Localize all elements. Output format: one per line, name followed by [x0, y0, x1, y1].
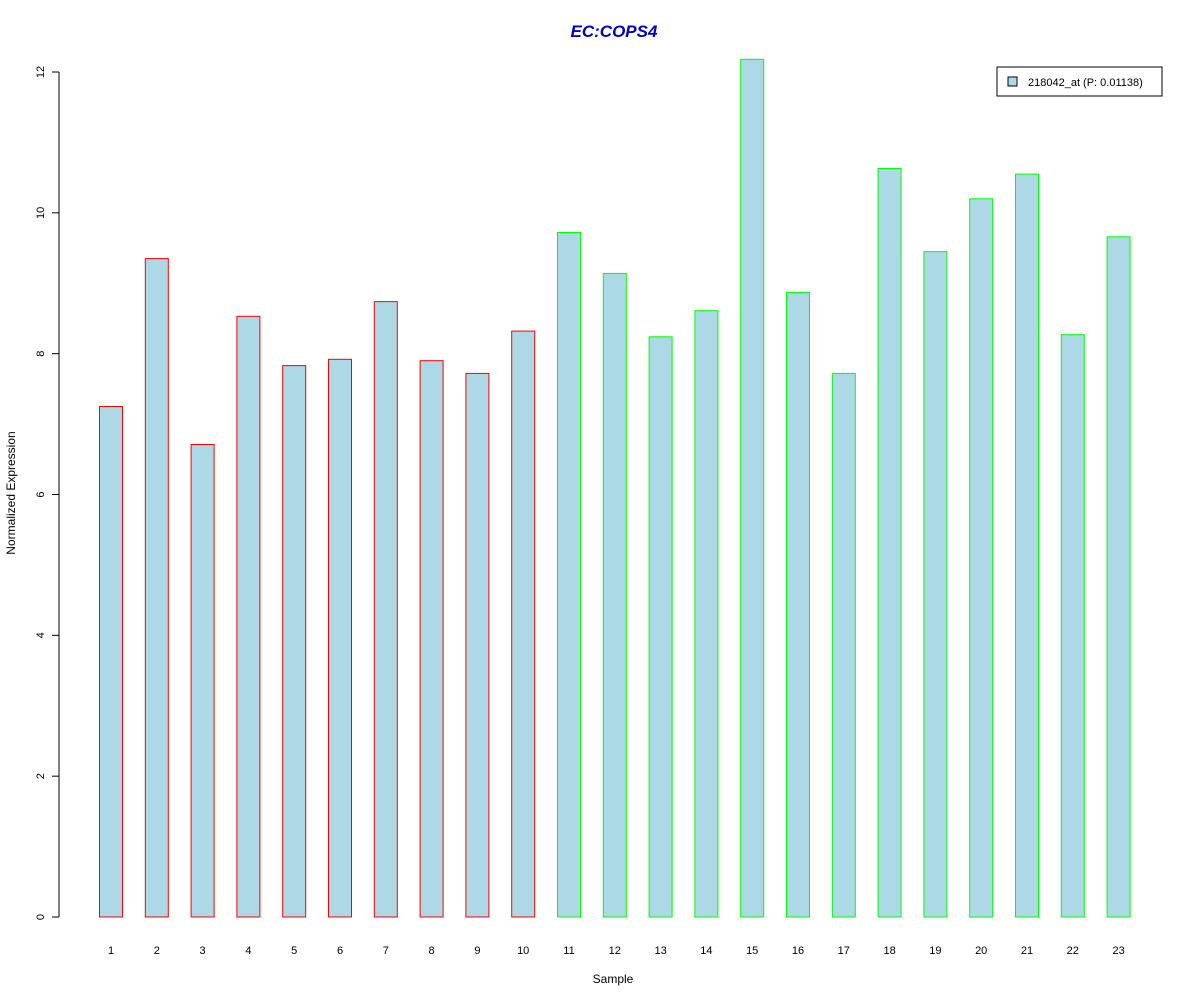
bar-sample-18: [877, 168, 902, 918]
bar-sample-7: [373, 301, 398, 918]
y-tick-label: 2: [35, 773, 47, 779]
x-tick-label: 15: [746, 945, 758, 957]
x-tick-label: 10: [517, 945, 529, 957]
bar-sample-14: [694, 310, 719, 918]
x-tick-label: 16: [792, 945, 804, 957]
bar-sample-19: [923, 251, 948, 918]
bar-sample-13: [648, 336, 673, 918]
x-tick-label: 3: [200, 945, 206, 957]
y-tick-label: 12: [35, 66, 47, 78]
x-tick-label: 5: [291, 945, 297, 957]
y-tick-label: 6: [35, 491, 47, 497]
x-tick-label: 7: [383, 945, 389, 957]
x-axis-title: Sample: [593, 972, 634, 986]
legend: 218042_at (P: 0.01138): [996, 66, 1163, 97]
legend-swatch: [1007, 76, 1018, 87]
x-tick-label: 17: [838, 945, 850, 957]
y-axis: 0 2 4 6 8 10 12: [35, 66, 60, 920]
x-tick-label: 23: [1112, 945, 1124, 957]
x-tick-label: 11: [563, 945, 574, 957]
y-tick-label: 4: [35, 632, 47, 638]
x-tick-label: 12: [609, 945, 621, 957]
bar-sample-11: [557, 232, 581, 918]
x-tick-label: 9: [474, 945, 480, 957]
bar-sample-1: [99, 406, 123, 918]
y-tick-label: 10: [35, 207, 47, 219]
bar-sample-10: [511, 330, 536, 918]
x-tick-label: 21: [1021, 945, 1033, 957]
bar-sample-12: [602, 272, 627, 918]
x-tick-label: 8: [429, 945, 435, 957]
legend-label: 218042_at (P: 0.01138): [1028, 77, 1143, 89]
bar-sample-16: [786, 291, 810, 918]
bars: [99, 58, 1131, 918]
x-tick-label: 18: [883, 945, 895, 957]
x-tick-label: 19: [929, 945, 941, 957]
bar-sample-22: [1060, 334, 1085, 918]
y-tick-label: 8: [35, 351, 47, 357]
x-tick-label: 1: [108, 945, 114, 957]
legend-box: [996, 66, 1163, 97]
x-tick-label: 22: [1067, 945, 1079, 957]
bar-sample-8: [419, 360, 444, 918]
bar-sample-21: [1015, 173, 1039, 918]
bar-sample-6: [328, 358, 352, 918]
y-axis-title: Normalized Expression: [4, 431, 18, 554]
bar-sample-5: [282, 365, 307, 918]
bar-sample-23: [1106, 236, 1131, 918]
bar-sample-2: [144, 258, 169, 918]
x-tick-label: 4: [245, 945, 251, 957]
x-tick-label: 6: [337, 945, 343, 957]
bar-sample-9: [465, 372, 490, 918]
x-tick-label: 20: [975, 945, 987, 957]
y-tick-label: 0: [35, 914, 47, 920]
x-tick-label: 13: [654, 945, 666, 957]
bar-sample-17: [831, 372, 856, 918]
chart-title: EC:COPS4: [571, 22, 658, 41]
bar-sample-20: [969, 198, 994, 918]
bar-sample-3: [190, 444, 215, 918]
bar-sample-15: [740, 58, 765, 918]
bar-sample-4: [236, 315, 261, 918]
x-tick-labels: 1 2 3 4 5 6 7 8 9 10 11 12 13 14 15 16 17 18 19 20 21 22 23: [108, 945, 1125, 957]
x-tick-label: 14: [700, 945, 712, 957]
x-tick-label: 2: [154, 945, 160, 957]
